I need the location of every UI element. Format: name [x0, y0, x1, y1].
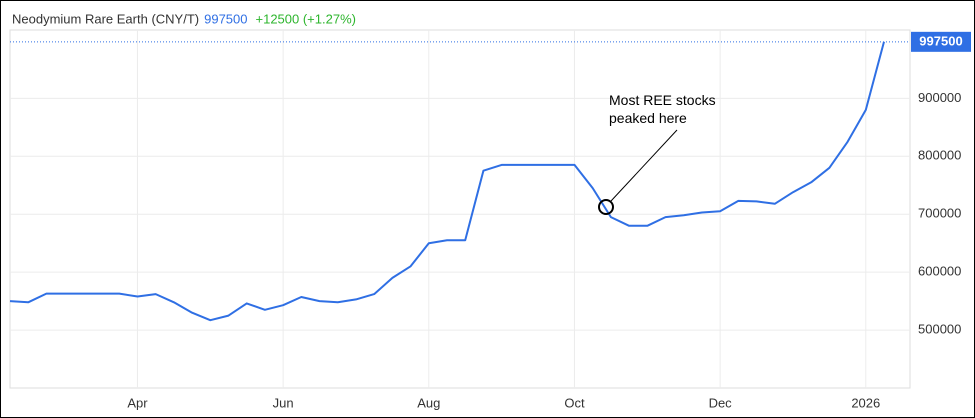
annotation-pointer [610, 129, 678, 202]
annotation-text: Most REE stocks peaked here [609, 92, 716, 126]
y-tick-label: 500000 [918, 322, 961, 337]
change: +12500 (+1.27%) [256, 11, 356, 26]
y-tick-label: 700000 [918, 206, 961, 221]
x-tick-label: Dec [709, 395, 733, 410]
y-tick-label: 900000 [918, 90, 961, 105]
last-value: 997500 [204, 11, 247, 26]
x-tick-label: Aug [417, 395, 440, 410]
price-line [9, 41, 885, 322]
y-tick-label: 800000 [918, 148, 961, 163]
y-tick-label: 600000 [918, 264, 961, 279]
last-value-label: 997500 [919, 33, 962, 48]
x-tick-label: Jun [273, 395, 294, 410]
last-value-badge [911, 31, 971, 52]
chart-title: Neodymium Rare Earth (CNY/T) [12, 11, 199, 26]
x-tick-label: Apr [127, 395, 148, 410]
x-tick-label: 2026 [851, 395, 880, 410]
x-tick-label: Oct [564, 395, 585, 410]
plot-border [9, 29, 911, 389]
annotation-circle [598, 199, 614, 215]
